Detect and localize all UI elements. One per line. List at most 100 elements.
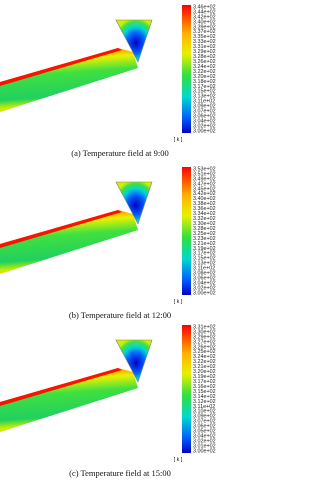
colorbar-label: 3.31e+02 <box>193 324 216 330</box>
colorbar-label: 3.13e+02 <box>193 94 216 100</box>
colorbar-label: 3.00e+02 <box>193 448 216 454</box>
colorbar-label: 3.11e+02 <box>193 266 215 272</box>
colorbar-label: 3.13e+02 <box>193 261 216 267</box>
colorbar-label: 3.21e+02 <box>193 364 216 370</box>
colorbar-label: 3.21e+02 <box>193 241 216 247</box>
colorbar <box>182 325 191 453</box>
caption: (b) Temperature field at 12:00 <box>69 310 171 320</box>
cone-shape <box>115 181 153 225</box>
colorbar-label: 3.49e+02 <box>193 176 216 182</box>
beam-edge <box>0 210 122 248</box>
colorbar-label: 3.09e+02 <box>193 414 216 420</box>
beam-shape <box>0 210 138 274</box>
beam-shape <box>0 48 138 112</box>
colorbar-label: 3.39e+02 <box>193 24 216 30</box>
colorbar-label: 3.30e+02 <box>193 221 216 227</box>
colorbar-label: 3.26e+02 <box>193 344 216 350</box>
unit-label: [ k ] <box>174 137 183 143</box>
colorbar-label: 3.31e+02 <box>193 44 216 50</box>
colorbar-label: 3.29e+02 <box>193 49 216 55</box>
colorbar-label: 3.07e+02 <box>193 419 216 425</box>
colorbar <box>182 167 191 295</box>
beam-edge <box>0 368 122 406</box>
colorbar-label: 3.15e+02 <box>193 389 216 395</box>
colorbar-label: 3.06e+02 <box>193 276 216 282</box>
colorbar-label: 3.07e+02 <box>193 109 216 115</box>
colorbar-label: 3.17e+02 <box>193 379 216 385</box>
colorbar-label: 3.16e+02 <box>193 384 216 390</box>
beam-edge <box>0 48 122 86</box>
beam-shape <box>0 368 138 432</box>
colorbar-label: 3.02e+02 <box>193 285 216 291</box>
caption: (a) Temperature field at 9:00 <box>71 148 168 158</box>
colorbar-label: 3.11e+02 <box>193 404 215 410</box>
panel: 3.46e+023.44e+023.42e+023.40e+023.39e+02… <box>0 4 216 158</box>
colorbar-label: 3.42e+02 <box>193 191 216 197</box>
colorbar-label: 3.02e+02 <box>193 123 216 129</box>
colorbar-label: 3.00e+02 <box>193 290 216 296</box>
colorbar-label: 3.26e+02 <box>193 59 216 65</box>
colorbar-label: 3.06e+02 <box>193 114 216 120</box>
colorbar <box>182 5 191 133</box>
colorbar-label: 3.27e+02 <box>193 339 216 345</box>
cone-shape <box>115 339 153 383</box>
panel: 3.53e+023.51e+023.49e+023.47e+023.45e+02… <box>0 166 216 320</box>
colorbar-label: 3.46e+02 <box>193 4 216 10</box>
colorbar-label: 3.36e+02 <box>193 206 216 212</box>
colorbar-label: 3.17e+02 <box>193 251 216 257</box>
colorbar-label: 3.51e+02 <box>193 171 216 177</box>
colorbar-label: 3.12e+02 <box>193 399 216 405</box>
colorbar-label: 3.08e+02 <box>193 271 216 277</box>
colorbar-label: 3.22e+02 <box>193 69 216 75</box>
colorbar-label: 3.19e+02 <box>193 246 216 252</box>
colorbar-label: 3.06e+02 <box>193 424 216 430</box>
colorbar-label: 3.04e+02 <box>193 434 216 440</box>
colorbar-label: 3.45e+02 <box>193 186 216 192</box>
cone-shape <box>115 19 153 63</box>
colorbar-label: 3.24e+02 <box>193 354 216 360</box>
colorbar-label: 3.35e+02 <box>193 34 216 40</box>
colorbar-label: 3.17e+02 <box>193 84 216 90</box>
colorbar-label: 3.44e+02 <box>193 9 216 15</box>
colorbar-label: 3.14e+02 <box>193 394 216 400</box>
colorbar-label: 3.22e+02 <box>193 359 216 365</box>
colorbar-label: 3.40e+02 <box>193 196 216 202</box>
colorbar-label: 3.24e+02 <box>193 64 216 70</box>
colorbar-label: 3.15e+02 <box>193 89 216 95</box>
unit-label: [ k ] <box>174 299 183 305</box>
colorbar-label: 3.25e+02 <box>193 349 216 355</box>
colorbar-label: 3.28e+02 <box>193 54 216 60</box>
colorbar-label: 3.20e+02 <box>193 74 216 80</box>
colorbar-label: 3.18e+02 <box>193 79 216 85</box>
colorbar-label: 3.10e+02 <box>193 409 216 415</box>
colorbar-label: 3.53e+02 <box>193 166 216 172</box>
colorbar-label: 3.25e+02 <box>193 231 216 237</box>
colorbar-label: 3.04e+02 <box>193 119 216 125</box>
colorbar-label: 3.04e+02 <box>193 281 216 287</box>
colorbar-label: 3.30e+02 <box>193 329 216 335</box>
colorbar-label: 3.23e+02 <box>193 236 216 242</box>
colorbar-label: 3.37e+02 <box>193 29 216 35</box>
colorbar-label: 3.02e+02 <box>193 439 216 445</box>
colorbar-label: 3.32e+02 <box>193 216 216 222</box>
figure: 3.46e+023.44e+023.42e+023.40e+023.39e+02… <box>0 4 216 478</box>
colorbar-label: 3.40e+02 <box>193 19 216 25</box>
colorbar-label: 3.11e+02 <box>193 99 215 105</box>
panel: 3.31e+023.30e+023.29e+023.27e+023.26e+02… <box>0 324 216 478</box>
colorbar-label: 3.01e+02 <box>193 443 216 449</box>
colorbar-label: 3.00e+02 <box>193 128 216 134</box>
colorbar-label: 3.05e+02 <box>193 429 216 435</box>
colorbar-label: 3.38e+02 <box>193 201 216 207</box>
colorbar-label: 3.34e+02 <box>193 211 216 217</box>
colorbar-label: 3.47e+02 <box>193 181 216 187</box>
colorbar-label: 3.28e+02 <box>193 226 216 232</box>
unit-label: [ k ] <box>174 457 183 463</box>
colorbar-label: 3.29e+02 <box>193 334 216 340</box>
colorbar-label: 3.19e+02 <box>193 374 216 380</box>
colorbar-label: 3.09e+02 <box>193 104 216 110</box>
colorbar-label: 3.15e+02 <box>193 256 216 262</box>
colorbar-label: 3.33e+02 <box>193 39 216 45</box>
caption: (c) Temperature field at 15:00 <box>69 468 171 478</box>
colorbar-label: 3.42e+02 <box>193 14 216 20</box>
colorbar-label: 3.20e+02 <box>193 369 216 375</box>
